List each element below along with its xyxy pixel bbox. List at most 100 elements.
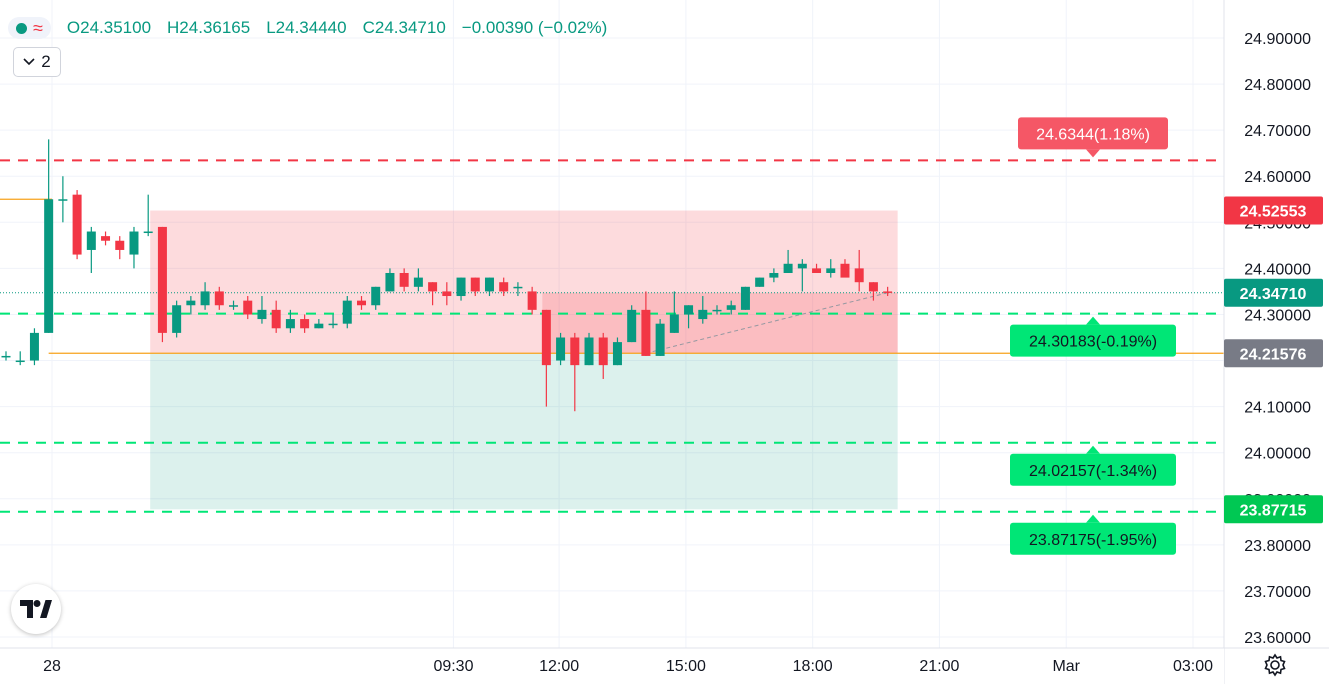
candle bbox=[200, 282, 210, 310]
candle bbox=[499, 277, 509, 297]
candle bbox=[712, 305, 722, 315]
price-tick-label: 24.80000 bbox=[1244, 77, 1311, 94]
wave-icon: ≈ bbox=[33, 18, 43, 38]
candle-body bbox=[456, 277, 466, 297]
candle bbox=[641, 291, 651, 356]
candle-body bbox=[200, 291, 210, 306]
candle-body bbox=[328, 323, 338, 326]
level-label: 24.02157(-1.34%) bbox=[1010, 445, 1176, 486]
tradingview-logo-icon[interactable] bbox=[11, 584, 61, 634]
candle-body bbox=[641, 309, 651, 356]
candle bbox=[1, 351, 11, 361]
candle-body bbox=[399, 272, 409, 287]
candle bbox=[300, 314, 310, 333]
candle-body bbox=[684, 305, 694, 315]
candle-body bbox=[584, 337, 594, 366]
level-label: 23.87175(-1.95%) bbox=[1010, 514, 1176, 555]
candle-body bbox=[484, 277, 494, 292]
candle bbox=[399, 268, 409, 292]
candle-body bbox=[243, 300, 253, 315]
candle bbox=[484, 277, 494, 297]
candle bbox=[612, 337, 622, 366]
candle-body bbox=[598, 337, 608, 366]
price-tick-label: 24.90000 bbox=[1244, 31, 1311, 48]
level-label-pointer bbox=[1086, 316, 1100, 325]
time-axis bbox=[0, 648, 1224, 684]
candle bbox=[357, 296, 366, 310]
candle-body bbox=[826, 268, 836, 273]
time-tick-label: 18:00 bbox=[793, 658, 833, 675]
gear-icon[interactable] bbox=[1262, 652, 1288, 678]
price-axis-label-text: 23.87715 bbox=[1240, 502, 1307, 519]
candle bbox=[769, 268, 779, 283]
candle bbox=[285, 309, 295, 333]
time-tick-label: 15:00 bbox=[666, 658, 706, 675]
grid bbox=[0, 0, 1224, 648]
ohlc-legend: ≈ O24.35100 H24.36165 L24.34440 C24.3471… bbox=[8, 14, 607, 42]
candle-body bbox=[470, 277, 480, 292]
candle bbox=[556, 332, 566, 366]
time-tick-label: 21:00 bbox=[919, 658, 959, 675]
price-tick-label: 24.30000 bbox=[1244, 307, 1311, 324]
open-pnl-zone bbox=[542, 292, 898, 354]
candle bbox=[783, 249, 793, 273]
candle bbox=[229, 300, 239, 310]
candle bbox=[698, 296, 708, 324]
candle-body bbox=[883, 291, 893, 293]
candle bbox=[669, 291, 679, 333]
candle-body bbox=[413, 277, 423, 287]
price-axis-label-box bbox=[1224, 495, 1323, 524]
candle bbox=[243, 296, 253, 320]
candle bbox=[755, 277, 765, 287]
symbol-status-pill[interactable]: ≈ bbox=[8, 17, 51, 39]
candle-body bbox=[669, 314, 679, 333]
level-label-text: 24.6344(1.18%) bbox=[1036, 126, 1150, 143]
stop-loss-zone bbox=[150, 210, 898, 354]
candles bbox=[1, 139, 893, 412]
collapse-indicators-button[interactable]: 2 bbox=[13, 47, 61, 77]
candle bbox=[72, 190, 82, 260]
level-label-box bbox=[1010, 522, 1176, 555]
candle-body bbox=[129, 231, 139, 255]
candle-body bbox=[72, 194, 82, 255]
candle-body bbox=[342, 300, 352, 324]
candle bbox=[257, 296, 267, 324]
candle bbox=[470, 277, 480, 297]
candle-body bbox=[783, 263, 793, 273]
take-profit-zone bbox=[150, 353, 898, 510]
level-label-box bbox=[1010, 324, 1176, 357]
candle-body bbox=[740, 286, 750, 310]
candle bbox=[627, 305, 637, 343]
candle-body bbox=[214, 291, 224, 306]
price-axis-label: 24.34710 bbox=[1224, 278, 1323, 307]
price-axis-label-box bbox=[1224, 339, 1323, 368]
candle-body bbox=[868, 282, 878, 292]
candle bbox=[58, 176, 68, 223]
candle bbox=[15, 351, 25, 366]
candle-body bbox=[627, 309, 637, 343]
price-axis-label: 24.21576 bbox=[1224, 339, 1323, 368]
level-label: 24.6344(1.18%) bbox=[1018, 117, 1168, 158]
candle bbox=[342, 296, 352, 329]
candle bbox=[371, 286, 381, 310]
candle bbox=[186, 296, 196, 315]
candle bbox=[868, 282, 878, 301]
price-axis-label-text: 24.52553 bbox=[1240, 204, 1307, 221]
candle-body bbox=[229, 305, 239, 307]
level-label-box bbox=[1018, 117, 1168, 150]
level-label-text: 24.02157(-1.34%) bbox=[1029, 463, 1157, 480]
candle-body bbox=[371, 286, 381, 306]
candle-body bbox=[300, 319, 310, 329]
candle-body bbox=[541, 309, 551, 366]
level-label: 24.30183(-0.19%) bbox=[1010, 316, 1176, 357]
candle-body bbox=[854, 268, 864, 283]
candle-body bbox=[115, 240, 125, 250]
price-axis-label-box bbox=[1224, 278, 1323, 307]
level-label-pointer bbox=[1086, 445, 1100, 454]
ohlc-low: L24.34440 bbox=[266, 18, 347, 37]
candle bbox=[570, 332, 580, 412]
candle-body bbox=[442, 291, 452, 297]
candle-body bbox=[101, 236, 111, 241]
candle-body bbox=[712, 309, 722, 312]
